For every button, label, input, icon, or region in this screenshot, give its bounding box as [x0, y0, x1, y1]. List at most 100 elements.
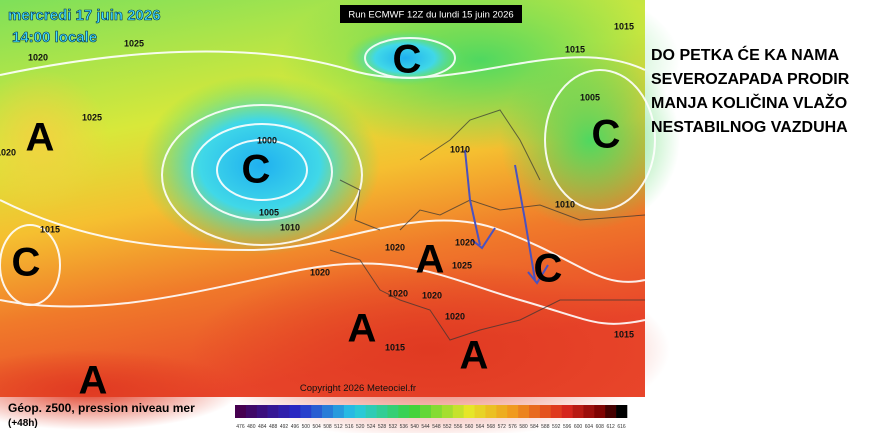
scale-label: 496	[291, 424, 300, 430]
scale-label: 524	[367, 424, 376, 430]
isobar-label: 1005	[580, 92, 600, 102]
isobar-label: 1020	[445, 311, 465, 321]
scale-label: 540	[410, 424, 419, 430]
scale-swatch	[289, 405, 301, 418]
run-info: Run ECMWF 12Z du lundi 15 juin 2026	[348, 10, 513, 21]
scale-swatch	[333, 405, 345, 418]
scale-swatch	[452, 405, 464, 418]
isobar-label: 1025	[452, 260, 472, 270]
pressure-center: A	[79, 359, 108, 403]
scale-label: 556	[454, 424, 463, 430]
scale-swatch	[583, 405, 595, 418]
scale-swatch	[594, 405, 606, 418]
scale-label: 552	[443, 424, 452, 430]
scale-label: 488	[269, 424, 278, 430]
scale-swatch	[474, 405, 486, 418]
scale-label: 516	[345, 424, 354, 430]
scale-swatch	[507, 405, 519, 418]
annotation-line: MANJA KOLIČINA VLAŽO	[651, 93, 847, 112]
scale-label: 492	[280, 424, 289, 430]
scale-swatch	[441, 405, 454, 418]
scale-swatch	[529, 405, 541, 418]
isobar-label: 1015	[40, 224, 60, 234]
scale-swatch	[256, 405, 268, 418]
scale-swatch	[561, 405, 573, 418]
scale-label: 500	[302, 424, 311, 430]
isobar-label: 1010	[555, 199, 575, 209]
pressure-center: C	[592, 113, 621, 157]
scale-label: 568	[487, 424, 496, 430]
scale-label: 584	[530, 424, 539, 430]
scale-label: 604	[585, 424, 594, 430]
scale-label: 616	[617, 424, 626, 430]
scale-swatch	[420, 405, 432, 418]
isobar-label: 1025	[82, 112, 102, 122]
legend-lead: (+48h)	[8, 418, 38, 429]
isobar-label: 1020	[388, 288, 408, 298]
scale-label: 520	[356, 424, 365, 430]
scale-swatch	[300, 405, 312, 418]
map: 1025 1020 1025 1020 1000 1005 1010 1015 1020 1020…	[0, 0, 680, 433]
scale-swatch	[322, 405, 334, 418]
scale-swatch	[311, 405, 323, 418]
scale-label: 544	[421, 424, 430, 430]
scale-label: 596	[563, 424, 572, 430]
scale-swatch	[496, 405, 508, 418]
scale-label: 548	[432, 424, 441, 430]
pressure-center: A	[460, 334, 489, 378]
isobar-label: 1000	[257, 135, 277, 145]
isobar-label: 1020	[28, 52, 48, 62]
scale-label: 564	[476, 424, 485, 430]
scale-label: 484	[258, 424, 267, 430]
scale-swatch	[398, 405, 410, 418]
scale-swatch	[354, 405, 366, 418]
scale-label: 592	[552, 424, 561, 430]
scale-swatch	[431, 405, 443, 418]
isobar-label: 1020	[310, 267, 330, 277]
pressure-center: A	[416, 238, 445, 282]
isobar-label: 1015	[614, 329, 634, 339]
scale-swatch	[550, 405, 562, 418]
scale-label: 572	[498, 424, 507, 430]
scale-label: 476	[236, 424, 245, 430]
isobar-label: 1020	[0, 147, 16, 157]
scale-swatch	[616, 405, 628, 418]
scale-swatch	[245, 405, 258, 418]
scale-label: 532	[389, 424, 398, 430]
scale-swatch	[387, 405, 399, 418]
legend-title: Géop. z500, pression niveau mer	[8, 401, 195, 415]
scale-label: 576	[508, 424, 517, 430]
isobar-label: 1020	[422, 290, 442, 300]
scale-label: 508	[323, 424, 332, 430]
pressure-center: C	[12, 241, 41, 285]
isobar-label: 1020	[455, 237, 475, 247]
scale-swatch	[463, 405, 475, 418]
isobar-label: 1020	[385, 242, 405, 252]
isobar-label: 1015	[385, 342, 405, 352]
pressure-center: A	[348, 307, 377, 351]
run-box	[340, 5, 522, 23]
scale-swatch	[518, 405, 530, 418]
scale-swatch	[572, 405, 584, 418]
scale-label: 612	[606, 424, 615, 430]
scale-swatch	[278, 405, 290, 418]
scale-label: 588	[541, 424, 550, 430]
scale-label: 600	[574, 424, 583, 430]
isobar-label: 1015	[565, 44, 585, 54]
scale-label: 528	[378, 424, 387, 430]
annotation-line: NESTABILNOG VAZDUHA	[651, 119, 848, 136]
annotation-line: SEVEROZAPADA PRODIR	[651, 71, 850, 88]
copyright: Copyright 2026 Meteociel.fr	[300, 383, 416, 394]
scale-label: 580	[519, 424, 528, 430]
scale-swatch	[235, 405, 247, 418]
scale-swatch	[485, 405, 497, 418]
scale-swatch	[409, 405, 421, 418]
scale-label: 480	[247, 424, 256, 430]
scale-label: 608	[596, 424, 605, 430]
scale-label: 536	[400, 424, 409, 430]
scale-label: 512	[334, 424, 343, 430]
annotation-line: DO PETKA ĆE KA NAMA	[651, 45, 840, 64]
map-time: 14:00 locale	[12, 29, 97, 46]
pressure-center: C	[534, 247, 563, 291]
